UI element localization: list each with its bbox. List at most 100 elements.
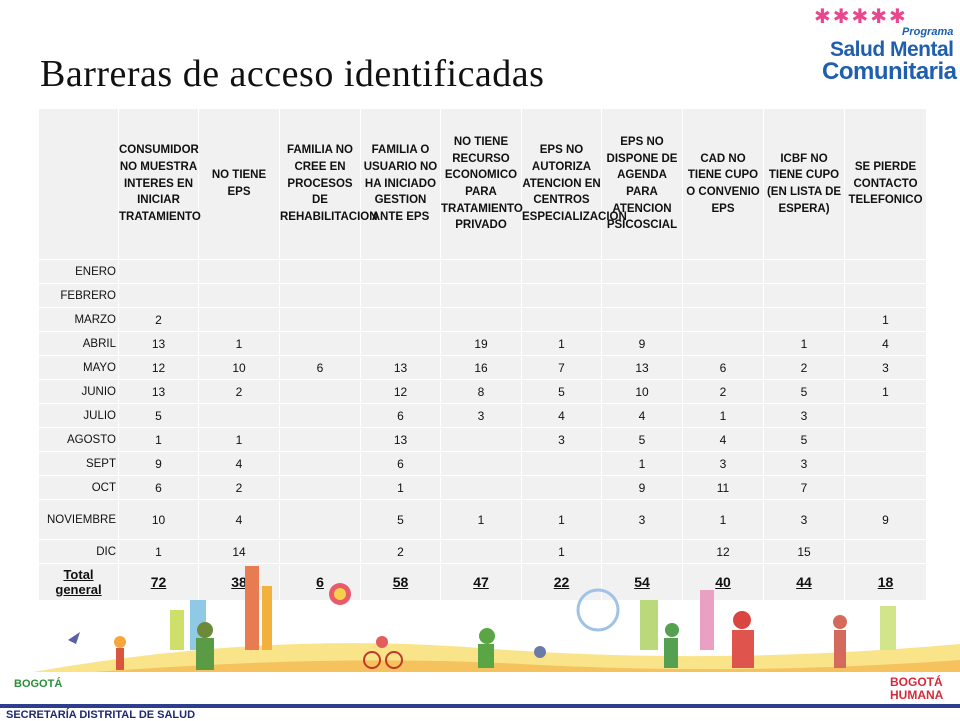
- table-cell: 4: [198, 499, 280, 540]
- table-row: MARZO 2 1: [38, 307, 927, 332]
- table-cell: 1: [360, 475, 441, 500]
- table-cell: 9: [601, 475, 683, 500]
- table-cell: 1: [521, 331, 602, 356]
- logo-line-2: Comunitaria: [822, 58, 957, 85]
- table-cell: [440, 539, 522, 564]
- table-cell: 3: [601, 499, 683, 540]
- table-cell: 3: [844, 355, 927, 380]
- table-cell: 10: [198, 355, 280, 380]
- header-cell: EPS NO DISPONE DE AGENDA PARA ATENCION P…: [601, 108, 683, 260]
- table-cell: 6: [279, 355, 361, 380]
- row-label: JUNIO: [38, 379, 119, 404]
- city-illustration: [0, 566, 960, 680]
- table-cell: 1: [198, 427, 280, 452]
- table-cell: 1: [521, 539, 602, 564]
- table-cell: [440, 475, 522, 500]
- total-row: Total general 72 38 6 58 47 22 54 40 44 18: [38, 563, 927, 601]
- table-cell: [440, 283, 522, 308]
- table-cell: 12: [118, 355, 199, 380]
- row-label: MAYO: [38, 355, 119, 380]
- total-cell: 40: [682, 563, 764, 601]
- footer: BOGOTÁ BOGOTÁ HUMANA SECRETARÍA DISTRITA…: [0, 672, 960, 721]
- table-cell: 11: [682, 475, 764, 500]
- table-cell: 13: [360, 355, 441, 380]
- table-cell: [844, 539, 927, 564]
- table-cell: [118, 283, 199, 308]
- table-cell: 1: [844, 307, 927, 332]
- table-cell: [279, 307, 361, 332]
- table-cell: 8: [440, 379, 522, 404]
- table-cell: 12: [360, 379, 441, 404]
- salud-mental-logo: ✱✱✱✱✱ Programa Salud Mental Comunitaria: [806, 4, 957, 94]
- header-cell: SE PIERDE CONTACTO TELEFONICO: [844, 108, 927, 260]
- table-row: JUNIO 13 2 12 8 5 10 2 5 1: [38, 379, 927, 404]
- table-cell: 2: [198, 379, 280, 404]
- table-cell: 2: [118, 307, 199, 332]
- table-cell: [198, 259, 280, 284]
- row-label: JULIO: [38, 403, 119, 428]
- table-cell: 13: [118, 331, 199, 356]
- table-cell: 6: [118, 475, 199, 500]
- table-row: OCT 6 2 1 9 11 7: [38, 475, 927, 500]
- table-cell: 9: [118, 451, 199, 476]
- table-cell: [279, 499, 361, 540]
- table-cell: 3: [763, 499, 845, 540]
- bogota-logo: BOGOTÁ: [14, 678, 63, 690]
- header-cell: FAMILIA NO CREE EN PROCESOS DE REHABILIT…: [279, 108, 378, 260]
- table-cell: 3: [763, 451, 845, 476]
- table-cell: [763, 307, 845, 332]
- table-cell: 9: [844, 499, 927, 540]
- total-cell: 72: [118, 563, 199, 601]
- table-row: JULIO 5 6 3 4 4 1 3: [38, 403, 927, 428]
- table-cell: [682, 331, 764, 356]
- logo-programa: Programa: [902, 26, 954, 38]
- table-cell: 4: [601, 403, 683, 428]
- bogota-humana-logo: BOGOTÁ HUMANA: [890, 676, 943, 701]
- row-label: SEPT: [38, 451, 119, 476]
- table-cell: 5: [360, 499, 441, 540]
- row-label: MARZO: [38, 307, 119, 332]
- table-cell: 7: [521, 355, 602, 380]
- table-row: ABRIL 13 1 19 1 9 1 4: [38, 331, 927, 356]
- table-row: MAYO 12 10 6 13 16 7 13 6 2 3: [38, 355, 927, 380]
- table-cell: [521, 451, 602, 476]
- table-row: SEPT 9 4 6 1 3 3: [38, 451, 927, 476]
- page-title: Barreras de acceso identificadas: [40, 53, 545, 95]
- table-cell: [521, 307, 602, 332]
- row-label: AGOSTO: [38, 427, 119, 452]
- table-cell: [521, 475, 602, 500]
- table-cell: 1: [682, 499, 764, 540]
- table-cell: 6: [360, 451, 441, 476]
- table-cell: [440, 307, 522, 332]
- row-label: ABRIL: [38, 331, 119, 356]
- table-cell: 1: [844, 379, 927, 404]
- table-row: AGOSTO 1 1 13 3 5 4 5: [38, 427, 927, 452]
- table-cell: [844, 259, 927, 284]
- table-cell: 5: [763, 379, 845, 404]
- table-cell: [440, 427, 522, 452]
- table-cell: 4: [682, 427, 764, 452]
- table-cell: 1: [521, 499, 602, 540]
- table-cell: 13: [360, 427, 441, 452]
- total-label: Total general: [38, 563, 119, 601]
- table-cell: 19: [440, 331, 522, 356]
- table-row: NOVIEMBRE 10 4 5 1 1 3 1 3 9: [38, 499, 927, 540]
- table-cell: [279, 451, 361, 476]
- row-label: OCT: [38, 475, 119, 500]
- table-cell: 14: [198, 539, 280, 564]
- table-cell: 2: [763, 355, 845, 380]
- header-cell: EPS NO AUTORIZA ATENCION EN CENTROS ESPE…: [521, 108, 627, 260]
- footer-rule: [0, 704, 960, 708]
- table-cell: 5: [521, 379, 602, 404]
- humana-line-1: BOGOTÁ: [890, 675, 943, 689]
- table-cell: [844, 403, 927, 428]
- table-row: FEBRERO: [38, 283, 927, 308]
- table-cell: 5: [118, 403, 199, 428]
- table-cell: 12: [682, 539, 764, 564]
- table-cell: 9: [601, 331, 683, 356]
- table-cell: [682, 283, 764, 308]
- table-cell: [521, 283, 602, 308]
- header-cell: NO TIENE EPS: [198, 108, 280, 260]
- table-cell: [118, 259, 199, 284]
- table-cell: [521, 259, 602, 284]
